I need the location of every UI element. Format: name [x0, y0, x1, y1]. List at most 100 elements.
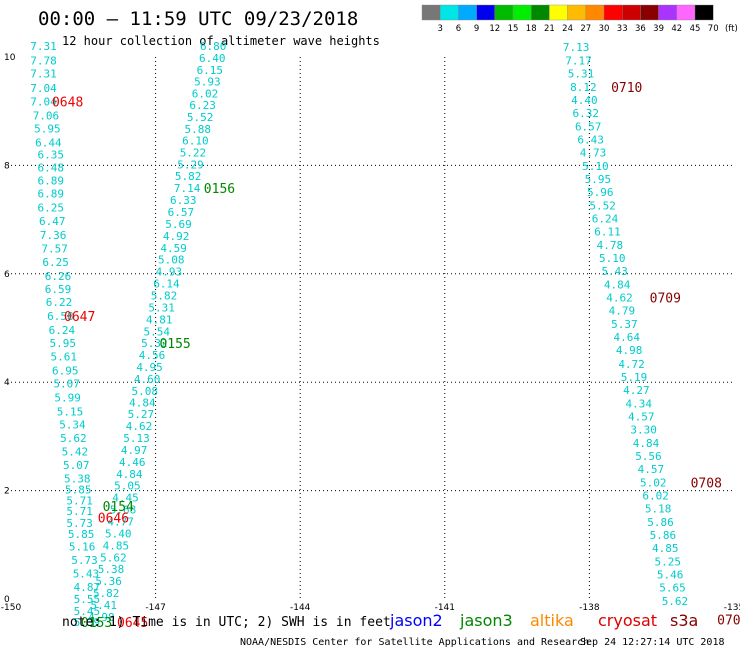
wave-height-label: 5.25 — [654, 556, 681, 569]
wave-height-label: 5.10 — [582, 160, 609, 173]
wave-height-label: 5.55 — [74, 593, 101, 606]
pass-time-label: 0647 — [64, 310, 95, 325]
satellite-legend-jason3: jason3 — [459, 611, 513, 630]
footer-timestamp: Sep 24 12:27:14 UTC 2018 — [580, 637, 725, 648]
wave-height-label: 5.93 — [194, 75, 221, 88]
pass-time-label: 0156 — [204, 182, 235, 197]
wave-height-label: 4.77 — [107, 515, 133, 528]
wave-height-label: 5.39 — [74, 616, 101, 629]
wave-height-label: 5.65 — [659, 582, 686, 595]
scale-label: 18 — [526, 24, 537, 34]
wave-height-label: 4.59 — [160, 242, 187, 255]
wave-height-label: 4.46 — [119, 456, 146, 469]
wave-height-label: 5.22 — [180, 146, 207, 159]
wave-height-label: 5.18 — [645, 502, 672, 515]
wave-height-label: 6.57 — [575, 120, 602, 133]
wave-height-label: 6.59 — [45, 283, 72, 296]
wave-height-label: 5.69 — [165, 218, 192, 231]
scale-swatch — [512, 4, 532, 21]
wave-height-label: 5.56 — [635, 450, 662, 463]
wave-height-label: 6.89 — [38, 175, 64, 188]
wave-height-label: 5.02 — [640, 476, 667, 489]
wave-height-label: 7.04 — [30, 95, 57, 108]
wave-height-label: 5.82 — [151, 289, 178, 302]
wave-height-label: 6.15 — [197, 64, 224, 77]
satellite-legend-s3a: s3a — [670, 611, 698, 630]
wave-height-label: 8.12 — [570, 81, 597, 94]
wave-height-label: 5.34 — [59, 418, 86, 431]
wave-height-label: 5.52 — [187, 111, 214, 124]
wave-height-label: 5.71 — [66, 494, 93, 507]
footer-credit: NOAA/NESDIS Center for Satellite Applica… — [240, 637, 589, 648]
scale-swatch — [421, 4, 441, 21]
wave-height-label: 4.84 — [633, 437, 660, 450]
scale-label: 42 — [671, 24, 682, 34]
satellite-legend-jason2: jason2 — [389, 611, 443, 630]
pass-time-label: 0709 — [650, 292, 681, 307]
wave-height-label: 5.62 — [662, 595, 689, 608]
wave-height-label: 4.87 — [74, 581, 101, 594]
scale-label: 39 — [653, 24, 664, 34]
scale-label: 27 — [580, 24, 591, 34]
scale-label: 12 — [489, 24, 500, 34]
wave-height-label: 5.07 — [53, 377, 80, 390]
wave-height-label: 6.23 — [189, 99, 216, 112]
y-tick-label: 8 — [4, 161, 10, 171]
wave-height-label: 6.25 — [42, 256, 69, 269]
wave-height-label: 6.32 — [573, 107, 600, 120]
scale-swatch — [676, 4, 696, 21]
wave-height-label: 4.98 — [616, 344, 643, 357]
wave-height-label: 5.95 — [50, 337, 76, 350]
wave-height-label: 5.62 — [100, 551, 127, 564]
scale-swatch — [531, 4, 550, 21]
wave-height-label: 5.99 — [54, 391, 81, 404]
wave-height-label: 7.31 — [30, 67, 56, 80]
wave-height-label: 5.43 — [73, 568, 100, 581]
wave-height-label: 5.38 — [64, 473, 91, 486]
wave-height-label: 5.15 — [57, 405, 84, 418]
wave-height-label: 5.73 — [71, 554, 98, 567]
x-tick-label: -141 — [435, 603, 455, 613]
wave-height-label: 4.40 — [571, 94, 598, 107]
wave-height-label: 5.46 — [657, 569, 684, 582]
wave-height-label: 6.35 — [38, 149, 64, 162]
pass-time-label: 0153 — [81, 616, 112, 631]
scale-swatch — [603, 4, 623, 21]
wave-height-label: 7.57 — [41, 242, 67, 255]
wave-height-label: 6.95 — [52, 364, 79, 377]
wave-height-label: 4.56 — [139, 349, 166, 362]
scale-swatch — [585, 4, 605, 21]
wave-height-label: 7.78 — [30, 54, 56, 67]
wave-height-label: 4.98 — [88, 611, 115, 624]
wave-height-label: 5.38 — [98, 563, 125, 576]
wave-height-label: 6.11 — [594, 226, 621, 239]
wave-height-label: 5.52 — [589, 200, 616, 213]
pass-time-label: 0645 — [117, 616, 148, 631]
x-tick-label: -147 — [145, 603, 165, 613]
wave-height-label: 5.82 — [93, 587, 120, 600]
wave-height-label: 5.68 — [110, 504, 137, 517]
wave-height-label: 4.27 — [623, 384, 650, 397]
wave-height-label: 4.57 — [628, 410, 655, 423]
wave-height-label: 5.85 — [68, 528, 95, 541]
pass-time-label: 0708 — [691, 476, 722, 491]
wave-height-label: 5.82 — [175, 170, 202, 183]
wave-height-label: 5.62 — [60, 432, 87, 445]
pass-time-label: 0155 — [159, 337, 190, 352]
wave-height-label: 6.47 — [39, 215, 66, 228]
scale-label: 33 — [617, 24, 628, 34]
wave-height-label: 5.88 — [185, 123, 212, 136]
wave-height-label: 4.93 — [156, 266, 183, 279]
satellite-legend: jason2 jason3 altika cryosat s3a — [389, 611, 698, 630]
wave-height-label: 4.84 — [604, 279, 631, 292]
wave-height-label: 5.37 — [611, 318, 638, 331]
wave-height-label: 6.80 — [200, 40, 227, 53]
scale-label: 45 — [690, 24, 701, 34]
wave-height-label: 5.10 — [599, 252, 626, 265]
wave-height-label: 6.43 — [577, 133, 604, 146]
wave-height-label: 6.10 — [182, 134, 209, 147]
x-tick-label: -138 — [579, 603, 600, 613]
wave-height-label: 6.02 — [642, 489, 669, 502]
wave-height-label: 5.31 — [568, 67, 595, 80]
